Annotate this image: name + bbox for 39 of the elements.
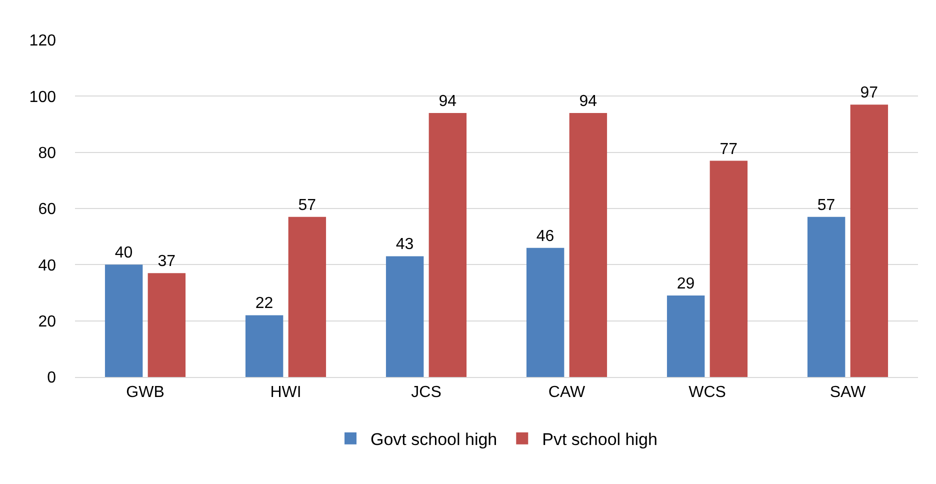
data-label: 97 — [860, 84, 878, 102]
data-label: 40 — [114, 244, 133, 262]
bar — [569, 113, 608, 377]
bar — [666, 296, 705, 377]
legend-label: Govt school high — [370, 430, 498, 449]
y-tick-label: 20 — [38, 313, 56, 330]
x-tick-label: SAW — [830, 384, 867, 402]
y-tick-label: 120 — [29, 32, 56, 50]
data-label: 22 — [255, 295, 274, 312]
bar — [288, 216, 326, 377]
bar — [104, 264, 143, 377]
data-label: 57 — [817, 196, 836, 214]
data-label: 37 — [158, 253, 176, 270]
data-label: 46 — [536, 228, 554, 245]
x-tick-label: JCS — [411, 384, 442, 402]
y-tick-label: 100 — [29, 88, 56, 106]
y-tick-label: 40 — [38, 257, 56, 274]
legend-label: Pvt school high — [542, 430, 658, 449]
bar — [710, 160, 748, 377]
x-tick-label: GWB — [126, 384, 164, 402]
bar — [386, 256, 424, 377]
y-tick-label: 0 — [47, 370, 56, 387]
x-tick-label: HWI — [270, 384, 302, 402]
data-label: 94 — [438, 93, 457, 110]
bar — [526, 248, 564, 377]
data-label: 77 — [720, 140, 738, 158]
y-tick-label: 60 — [38, 201, 56, 218]
bar — [245, 315, 284, 377]
data-label: 94 — [579, 93, 598, 110]
bar — [148, 273, 186, 377]
bar — [428, 113, 467, 377]
bar — [807, 216, 846, 377]
data-label: 43 — [396, 236, 414, 254]
data-label: 29 — [676, 276, 695, 293]
y-tick-label: 80 — [38, 144, 56, 162]
x-tick-label: WCS — [688, 384, 726, 402]
data-label: 57 — [298, 196, 316, 214]
bar — [850, 104, 888, 377]
x-tick-label: CAW — [548, 384, 586, 402]
